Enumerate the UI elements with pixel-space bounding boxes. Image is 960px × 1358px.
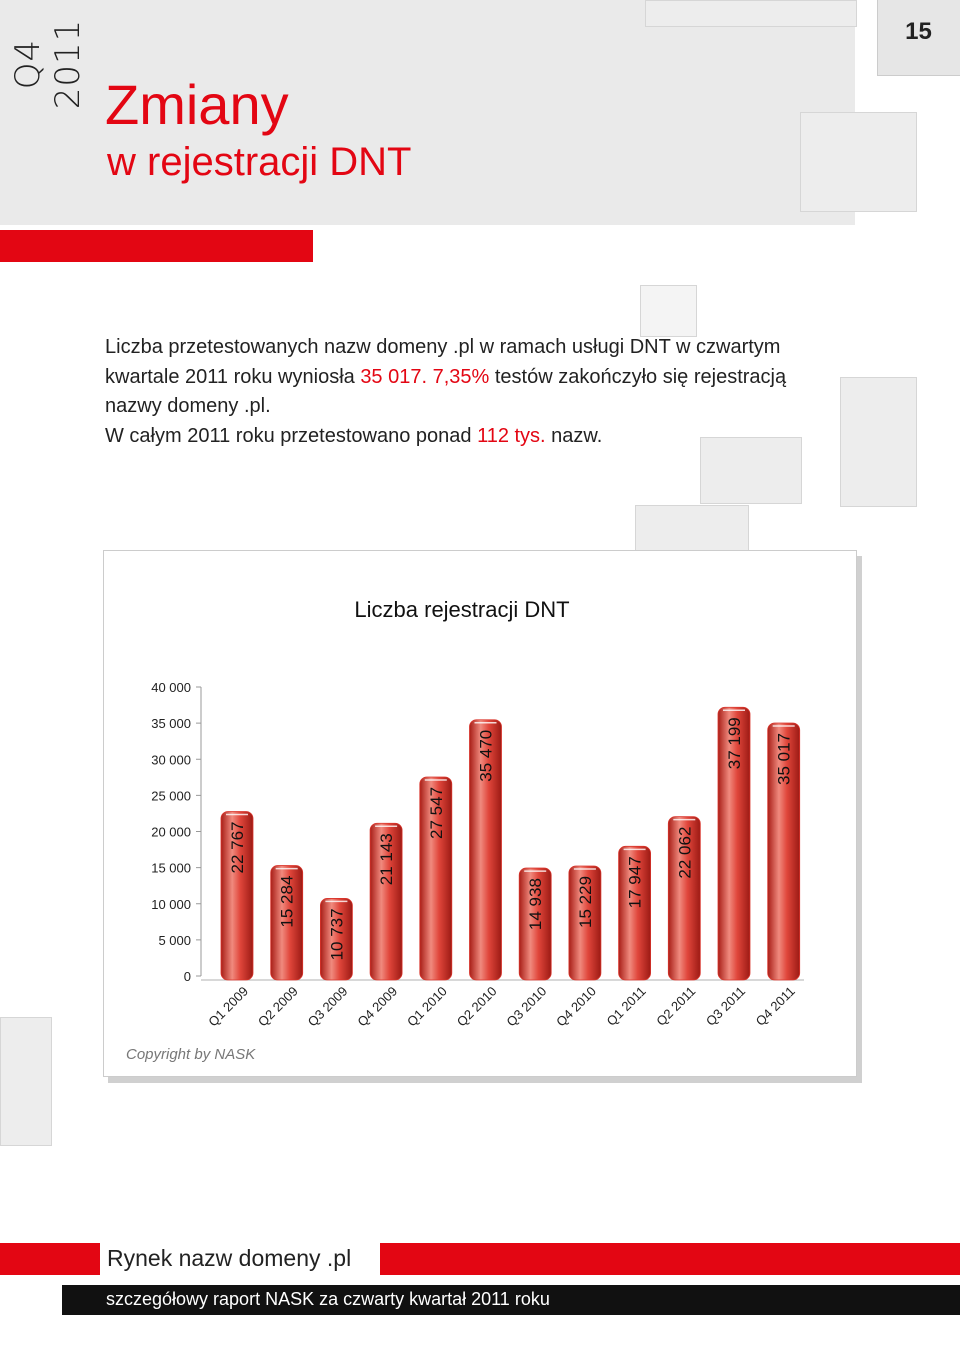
value-label: 35 017	[775, 733, 794, 785]
y-tick-label: 40 000	[151, 680, 191, 695]
value-label: 37 199	[725, 717, 744, 769]
page-number-box	[877, 0, 960, 76]
footer-strip	[62, 1285, 960, 1315]
value-label: 17 947	[626, 856, 645, 908]
bar	[319, 898, 353, 981]
page-number: 15	[905, 18, 932, 45]
decoration	[640, 285, 697, 337]
subtitle: w rejestracji DNT	[107, 140, 412, 184]
bar	[667, 816, 701, 981]
text: nazwy domeny .pl.	[105, 395, 271, 417]
side-label: Q4 2011	[8, 18, 88, 110]
x-tick-label: Q1 2010	[404, 984, 450, 1030]
value-label: 10 737	[327, 908, 346, 960]
highlight: 112 tys.	[477, 424, 546, 447]
text: Liczba przetestowanych nazw domeny .pl w…	[105, 336, 781, 358]
y-tick-label: 5 000	[158, 933, 191, 948]
decoration	[645, 0, 857, 27]
accent-bar	[0, 230, 313, 262]
x-tick-label: Q4 2009	[354, 984, 400, 1030]
bar	[518, 867, 552, 981]
x-tick-label: Q1 2009	[205, 984, 251, 1030]
bar	[220, 811, 254, 981]
y-tick-label: 20 000	[151, 825, 191, 840]
bar	[469, 719, 502, 981]
bar	[270, 865, 304, 981]
intro-line: Liczba przetestowanych nazw domeny .pl w…	[105, 333, 885, 363]
x-tick-label: Q2 2010	[454, 984, 500, 1030]
text: nazw.	[545, 424, 603, 447]
value-label: 22 767	[228, 822, 247, 874]
decoration	[840, 377, 917, 507]
x-tick-label: Q1 2011	[604, 984, 649, 1029]
text: testów zakończyło się rejestracją	[489, 365, 787, 388]
decoration	[700, 437, 802, 504]
decoration	[800, 112, 917, 212]
highlight: 35 017. 7,35%	[360, 365, 490, 388]
x-tick-label: Q3 2009	[305, 984, 351, 1030]
x-tick-label: Q4 2010	[553, 984, 599, 1030]
x-tick-label: Q3 2011	[703, 984, 748, 1029]
chart: Liczba rejestracji DNT Copyright by NASK…	[126, 597, 804, 1063]
bar	[369, 822, 403, 981]
value-label: 22 062	[675, 827, 694, 879]
x-tick-label: Q3 2010	[503, 984, 549, 1030]
text: W całym 2011 roku przetestowano ponad	[105, 424, 478, 447]
intro-line: kwartale 2011 roku wyniosła 35 017. 7,35…	[105, 363, 885, 393]
x-tick-label: Q2 2009	[255, 984, 301, 1030]
text: kwartale 2011 roku wyniosła	[105, 365, 361, 388]
y-tick-label: 25 000	[151, 788, 191, 803]
title: Zmiany	[105, 73, 289, 136]
intro-line: nazwy domeny .pl.	[105, 392, 885, 422]
footer-report: szczegółowy raport NASK za czwarty kwart…	[106, 1289, 550, 1309]
bar	[419, 776, 453, 981]
bar	[717, 706, 751, 981]
chart-title: Liczba rejestracji DNT	[354, 597, 569, 622]
footer-label-box	[100, 1243, 380, 1275]
header-band	[0, 0, 855, 225]
x-tick-label: Q2 2011	[653, 984, 698, 1029]
intro-line: W całym 2011 roku przetestowano ponad 11…	[105, 422, 885, 452]
value-label: 15 229	[576, 876, 595, 928]
chart-box: Liczba rejestracji DNT Copyright by NASK…	[103, 550, 857, 1077]
value-label: 15 284	[278, 876, 297, 928]
copyright: Copyright by NASK	[126, 1046, 256, 1063]
bar	[767, 722, 801, 981]
y-tick-label: 0	[184, 969, 191, 984]
value-label: 27 547	[427, 787, 446, 839]
value-label: 35 470	[477, 730, 496, 782]
y-tick-label: 15 000	[151, 861, 191, 876]
footer-section: Rynek nazw domeny .pl	[107, 1245, 352, 1271]
value-label: 14 938	[526, 878, 545, 930]
decoration	[0, 1017, 52, 1146]
x-tick-label: Q4 2011	[753, 984, 798, 1029]
y-tick-label: 35 000	[151, 716, 191, 731]
y-tick-label: 30 000	[151, 752, 191, 767]
bar	[618, 845, 651, 981]
bar	[568, 865, 602, 981]
intro-text: Liczba przetestowanych nazw domeny .pl w…	[105, 333, 885, 451]
value-label: 21 143	[377, 833, 396, 885]
y-tick-label: 10 000	[151, 897, 191, 912]
